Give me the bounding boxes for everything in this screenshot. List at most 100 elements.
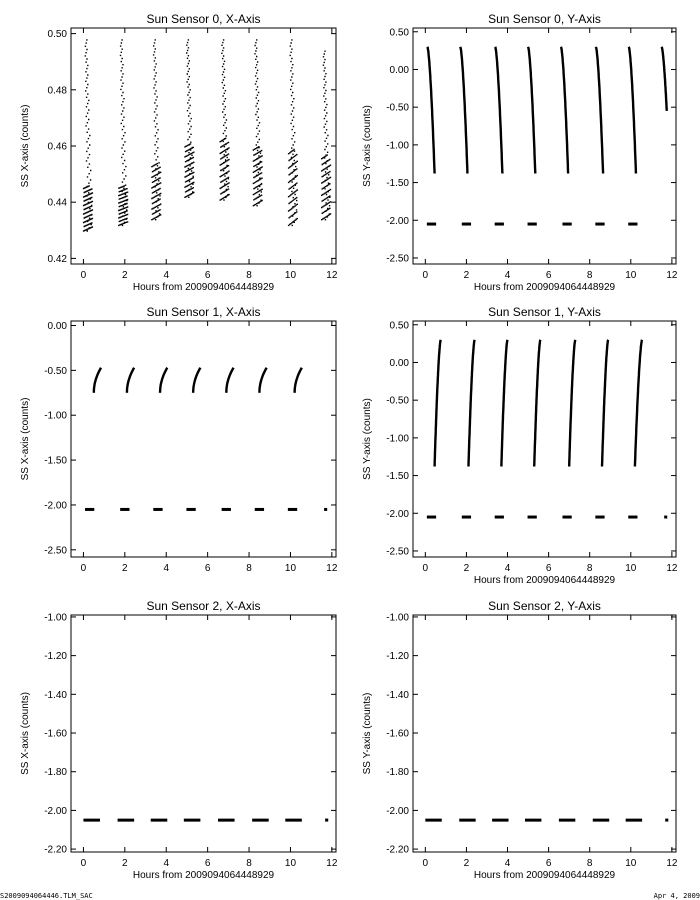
- x-tick-label: 8: [587, 270, 593, 281]
- x-tick-label: 12: [666, 858, 678, 869]
- data-rise: [467, 339, 476, 467]
- x-tick-label: 2: [464, 270, 470, 281]
- series-0: [426, 46, 668, 174]
- y-tick-label: 0.00: [390, 65, 410, 76]
- y-tick-label: -0.50: [44, 366, 67, 377]
- x-tick-label: 4: [505, 858, 511, 869]
- chart-title: Sun Sensor 0, Y-Axis: [488, 12, 601, 26]
- x-tick-label: 6: [546, 563, 552, 574]
- y-axis-label: SS Y-axis (counts): [362, 398, 373, 480]
- y-tick-label: -2.20: [386, 845, 409, 856]
- x-tick-label: 0: [81, 858, 87, 869]
- chart-title: Sun Sensor 2, X-Axis: [146, 599, 260, 613]
- data-arc: [494, 46, 504, 174]
- x-axis-label: Hours from 2009094064448929: [474, 575, 616, 586]
- data-arc: [459, 46, 469, 174]
- x-tick-label: 6: [205, 270, 211, 281]
- y-tick-label: -2.00: [44, 500, 67, 511]
- y-axis-label: SS X-axis (counts): [20, 105, 31, 188]
- data-arc: [426, 46, 436, 174]
- y-axis-label: SS Y-axis (counts): [362, 693, 373, 775]
- y-tick-label: 0.48: [48, 85, 68, 96]
- series-0: [92, 366, 303, 393]
- footer-date: Apr 4, 2009: [653, 892, 700, 900]
- x-tick-label: 2: [464, 858, 470, 869]
- chart-title: Sun Sensor 2, Y-Axis: [488, 599, 601, 613]
- y-tick-label: -1.00: [44, 411, 67, 422]
- y-tick-label: -2.20: [44, 845, 67, 856]
- y-tick-label: -1.40: [44, 690, 67, 701]
- y-tick-label: 0.50: [48, 29, 68, 40]
- x-tick-label: 8: [246, 270, 252, 281]
- y-tick-label: 0.50: [390, 320, 410, 331]
- y-tick-label: -0.50: [386, 103, 409, 114]
- data-arc: [660, 46, 668, 111]
- y-tick-label: -1.00: [44, 612, 67, 623]
- data-hook: [258, 367, 268, 393]
- y-tick-label: -2.00: [44, 806, 67, 817]
- y-tick-label: -1.80: [386, 767, 409, 778]
- data-cluster: [321, 50, 332, 221]
- chart-title: Sun Sensor 0, X-Axis: [146, 12, 260, 26]
- x-tick-label: 2: [122, 563, 128, 574]
- y-tick-label: -1.80: [44, 767, 67, 778]
- chart-panel-1: Sun Sensor 0, Y-Axis 0 2 4 6 8 10 12 0.50 0.00 -0.…: [362, 12, 678, 293]
- data-hook: [293, 367, 303, 393]
- x-tick-label: 12: [326, 563, 338, 574]
- x-tick-label: 4: [163, 563, 169, 574]
- data-rise: [433, 339, 442, 467]
- y-tick-label: -1.20: [44, 651, 67, 662]
- data-cluster: [252, 39, 263, 207]
- x-tick-label: 6: [546, 858, 552, 869]
- chart-panel-3: Sun Sensor 1, Y-Axis 0 2 4 6 8 10 12 0.50 0.00 -0.…: [362, 305, 678, 586]
- x-tick-label: 8: [587, 858, 593, 869]
- y-tick-label: -2.00: [386, 806, 409, 817]
- data-arc: [594, 46, 605, 174]
- x-tick-label: 10: [285, 270, 297, 281]
- data-cluster: [118, 39, 129, 227]
- x-tick-label: 12: [666, 563, 678, 574]
- data-rise: [533, 339, 542, 467]
- x-tick-label: 6: [205, 563, 211, 574]
- x-tick-label: 0: [423, 563, 429, 574]
- x-tick-label: 10: [285, 858, 297, 869]
- x-axis-label: Hours from 2009094064448929: [474, 870, 616, 881]
- plot-frame: [70, 27, 337, 265]
- x-tick-label: 8: [246, 563, 252, 574]
- x-tick-label: 4: [163, 858, 169, 869]
- x-axis-label: Hours from 2009094064448929: [474, 282, 616, 293]
- x-tick-label: 10: [625, 563, 637, 574]
- y-tick-label: -2.50: [44, 545, 67, 556]
- y-tick-label: -2.50: [386, 546, 409, 557]
- x-axis-label: Hours from 2009094064448929: [133, 870, 275, 881]
- chart-title: Sun Sensor 1, X-Axis: [146, 305, 260, 319]
- x-tick-label: 2: [122, 270, 128, 281]
- x-axis-label: Hours from 2009094064448929: [133, 282, 275, 293]
- x-tick-label: 12: [326, 270, 338, 281]
- x-tick-label: 2: [464, 563, 470, 574]
- y-tick-label: -1.60: [44, 729, 67, 740]
- chart-panel-5: Sun Sensor 2, Y-Axis 0 2 4 6 8 10 12 -1.00 -1.20 -…: [362, 599, 678, 881]
- x-tick-label: 12: [666, 270, 678, 281]
- plot-frame: [412, 614, 677, 853]
- y-axis-label: SS X-axis (counts): [20, 692, 31, 775]
- data-cluster: [151, 39, 162, 221]
- data-cluster: [82, 39, 94, 232]
- x-tick-label: 10: [625, 270, 637, 281]
- y-axis-label: SS Y-axis (counts): [362, 105, 373, 187]
- data-cluster: [219, 39, 230, 201]
- y-tick-label: -1.40: [386, 690, 409, 701]
- y-tick-label: -2.00: [386, 216, 409, 227]
- x-tick-label: 4: [505, 270, 511, 281]
- y-tick-label: 0.44: [48, 198, 68, 209]
- y-tick-label: -1.50: [44, 456, 67, 467]
- chart-panel-2: Sun Sensor 1, X-Axis 0 2 4 6 8 10 12 0.00 -0.50 -1…: [20, 305, 338, 574]
- x-tick-label: 10: [625, 858, 637, 869]
- y-tick-label: -1.20: [386, 651, 409, 662]
- y-tick-label: -1.50: [386, 178, 409, 189]
- y-tick-label: -1.50: [386, 471, 409, 482]
- x-tick-label: 12: [326, 858, 338, 869]
- data-hook: [225, 367, 235, 393]
